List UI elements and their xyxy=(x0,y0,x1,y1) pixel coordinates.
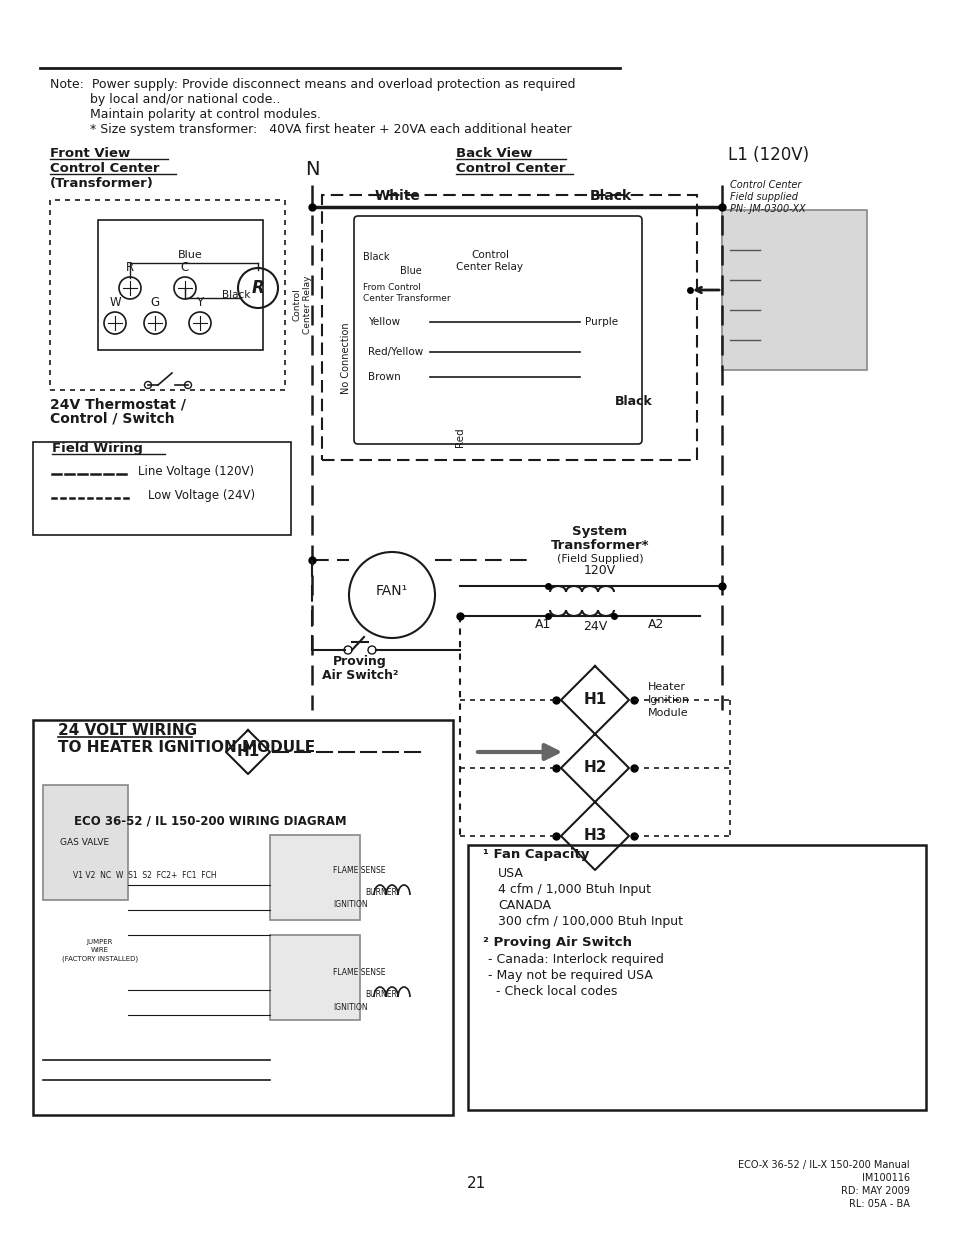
Text: H1: H1 xyxy=(583,693,606,708)
FancyBboxPatch shape xyxy=(721,210,866,370)
Text: H3: H3 xyxy=(582,829,606,844)
Text: H1: H1 xyxy=(236,745,259,760)
Text: Control Center: Control Center xyxy=(729,180,801,190)
Text: - May not be required USA: - May not be required USA xyxy=(488,969,652,982)
FancyBboxPatch shape xyxy=(270,835,359,920)
Text: FLAME SENSE: FLAME SENSE xyxy=(333,866,385,876)
Text: JUMPER
WIRE
(FACTORY INSTALLED): JUMPER WIRE (FACTORY INSTALLED) xyxy=(62,939,138,962)
Text: Back View: Back View xyxy=(456,147,532,161)
Text: H2: H2 xyxy=(582,761,606,776)
Text: USA: USA xyxy=(497,867,523,881)
Text: L1 (120V): L1 (120V) xyxy=(727,146,808,164)
Text: Front View: Front View xyxy=(50,147,131,161)
Text: Field Wiring: Field Wiring xyxy=(52,442,143,454)
Text: Control / Switch: Control / Switch xyxy=(50,412,174,426)
Text: RD: MAY 2009: RD: MAY 2009 xyxy=(841,1186,909,1195)
Text: Control Center: Control Center xyxy=(50,162,159,175)
Text: Control
Center Relay: Control Center Relay xyxy=(293,275,312,335)
Text: TO HEATER IGNITION MODULE: TO HEATER IGNITION MODULE xyxy=(58,740,314,755)
Text: RL: 05A - BA: RL: 05A - BA xyxy=(848,1199,909,1209)
Text: IM100116: IM100116 xyxy=(861,1173,909,1183)
Text: Black: Black xyxy=(222,290,250,300)
Text: W: W xyxy=(109,296,121,309)
Text: FLAME SENSE: FLAME SENSE xyxy=(333,968,385,977)
Text: V1 V2  NC  W  S1  S2  FC2+  FC1  FCH: V1 V2 NC W S1 S2 FC2+ FC1 FCH xyxy=(73,871,216,881)
Text: ² Proving Air Switch: ² Proving Air Switch xyxy=(482,936,631,948)
Text: (Transformer): (Transformer) xyxy=(50,177,153,190)
Text: N: N xyxy=(305,161,319,179)
FancyBboxPatch shape xyxy=(270,935,359,1020)
Text: Low Voltage (24V): Low Voltage (24V) xyxy=(148,489,254,501)
Text: Control Center: Control Center xyxy=(456,162,565,175)
Text: 4 cfm / 1,000 Btuh Input: 4 cfm / 1,000 Btuh Input xyxy=(497,883,650,897)
Text: Y: Y xyxy=(196,296,203,309)
Text: Ignition: Ignition xyxy=(647,695,689,705)
Text: Blue: Blue xyxy=(399,266,421,275)
Text: ¹ Fan Capacity: ¹ Fan Capacity xyxy=(482,848,589,861)
Text: Red: Red xyxy=(455,427,464,447)
Text: IGNITION: IGNITION xyxy=(333,900,367,909)
Text: by local and/or national code..: by local and/or national code.. xyxy=(50,93,280,106)
Text: A1: A1 xyxy=(535,618,551,631)
Text: R: R xyxy=(252,279,264,296)
Text: Black: Black xyxy=(363,252,389,262)
Text: IGNITION: IGNITION xyxy=(333,1003,367,1011)
Text: Module: Module xyxy=(647,708,688,718)
Text: Red/Yellow: Red/Yellow xyxy=(368,347,423,357)
Text: * Size system transformer:   40VA first heater + 20VA each additional heater: * Size system transformer: 40VA first he… xyxy=(50,124,571,136)
Text: Black: Black xyxy=(615,395,652,408)
Text: Control: Control xyxy=(471,249,509,261)
Text: G: G xyxy=(151,296,159,309)
Text: From Control: From Control xyxy=(363,283,420,291)
Text: Maintain polarity at control modules.: Maintain polarity at control modules. xyxy=(50,107,320,121)
Text: A2: A2 xyxy=(647,618,663,631)
Text: 24V: 24V xyxy=(582,620,606,634)
Text: 24 VOLT WIRING: 24 VOLT WIRING xyxy=(58,722,197,739)
Text: Purple: Purple xyxy=(584,317,618,327)
Text: Field supplied: Field supplied xyxy=(729,191,797,203)
Text: Yellow: Yellow xyxy=(368,317,399,327)
Text: Line Voltage (120V): Line Voltage (120V) xyxy=(138,464,253,478)
Text: GAS VALVE: GAS VALVE xyxy=(60,839,110,847)
Text: BURNER: BURNER xyxy=(365,888,396,897)
Text: ECO-X 36-52 / IL-X 150-200 Manual: ECO-X 36-52 / IL-X 150-200 Manual xyxy=(738,1160,909,1170)
Text: PN: JM-0300-XX: PN: JM-0300-XX xyxy=(729,204,804,214)
Text: Center Relay: Center Relay xyxy=(456,262,523,272)
Text: Proving: Proving xyxy=(333,655,387,668)
Text: System: System xyxy=(572,525,627,538)
Text: Center Transformer: Center Transformer xyxy=(363,294,450,303)
Text: 300 cfm / 100,000 Btuh Input: 300 cfm / 100,000 Btuh Input xyxy=(497,915,682,927)
Text: Heater: Heater xyxy=(647,682,685,692)
Text: Black: Black xyxy=(589,189,632,203)
Text: CANADA: CANADA xyxy=(497,899,551,911)
Text: - Check local codes: - Check local codes xyxy=(488,986,617,998)
Text: Blue: Blue xyxy=(177,249,202,261)
Text: 24V Thermostat /: 24V Thermostat / xyxy=(50,396,186,411)
FancyBboxPatch shape xyxy=(43,785,128,900)
Text: BURNER: BURNER xyxy=(365,990,396,999)
Text: Transformer*: Transformer* xyxy=(550,538,649,552)
Text: - Canada: Interlock required: - Canada: Interlock required xyxy=(488,953,663,966)
Text: Note:  Power supply: Provide disconnect means and overload protection as require: Note: Power supply: Provide disconnect m… xyxy=(50,78,575,91)
Text: (Field Supplied): (Field Supplied) xyxy=(557,555,642,564)
Text: FAN¹: FAN¹ xyxy=(375,584,408,598)
Text: ECO 36-52 / IL 150-200 WIRING DIAGRAM: ECO 36-52 / IL 150-200 WIRING DIAGRAM xyxy=(73,815,346,827)
Text: R: R xyxy=(126,261,134,274)
Text: 21: 21 xyxy=(467,1176,486,1191)
Text: No Connection: No Connection xyxy=(340,322,351,394)
Text: C: C xyxy=(181,261,189,274)
Text: Air Switch²: Air Switch² xyxy=(321,669,397,682)
Text: 120V: 120V xyxy=(583,564,616,577)
Text: Brown: Brown xyxy=(368,372,400,382)
Text: White: White xyxy=(375,189,420,203)
